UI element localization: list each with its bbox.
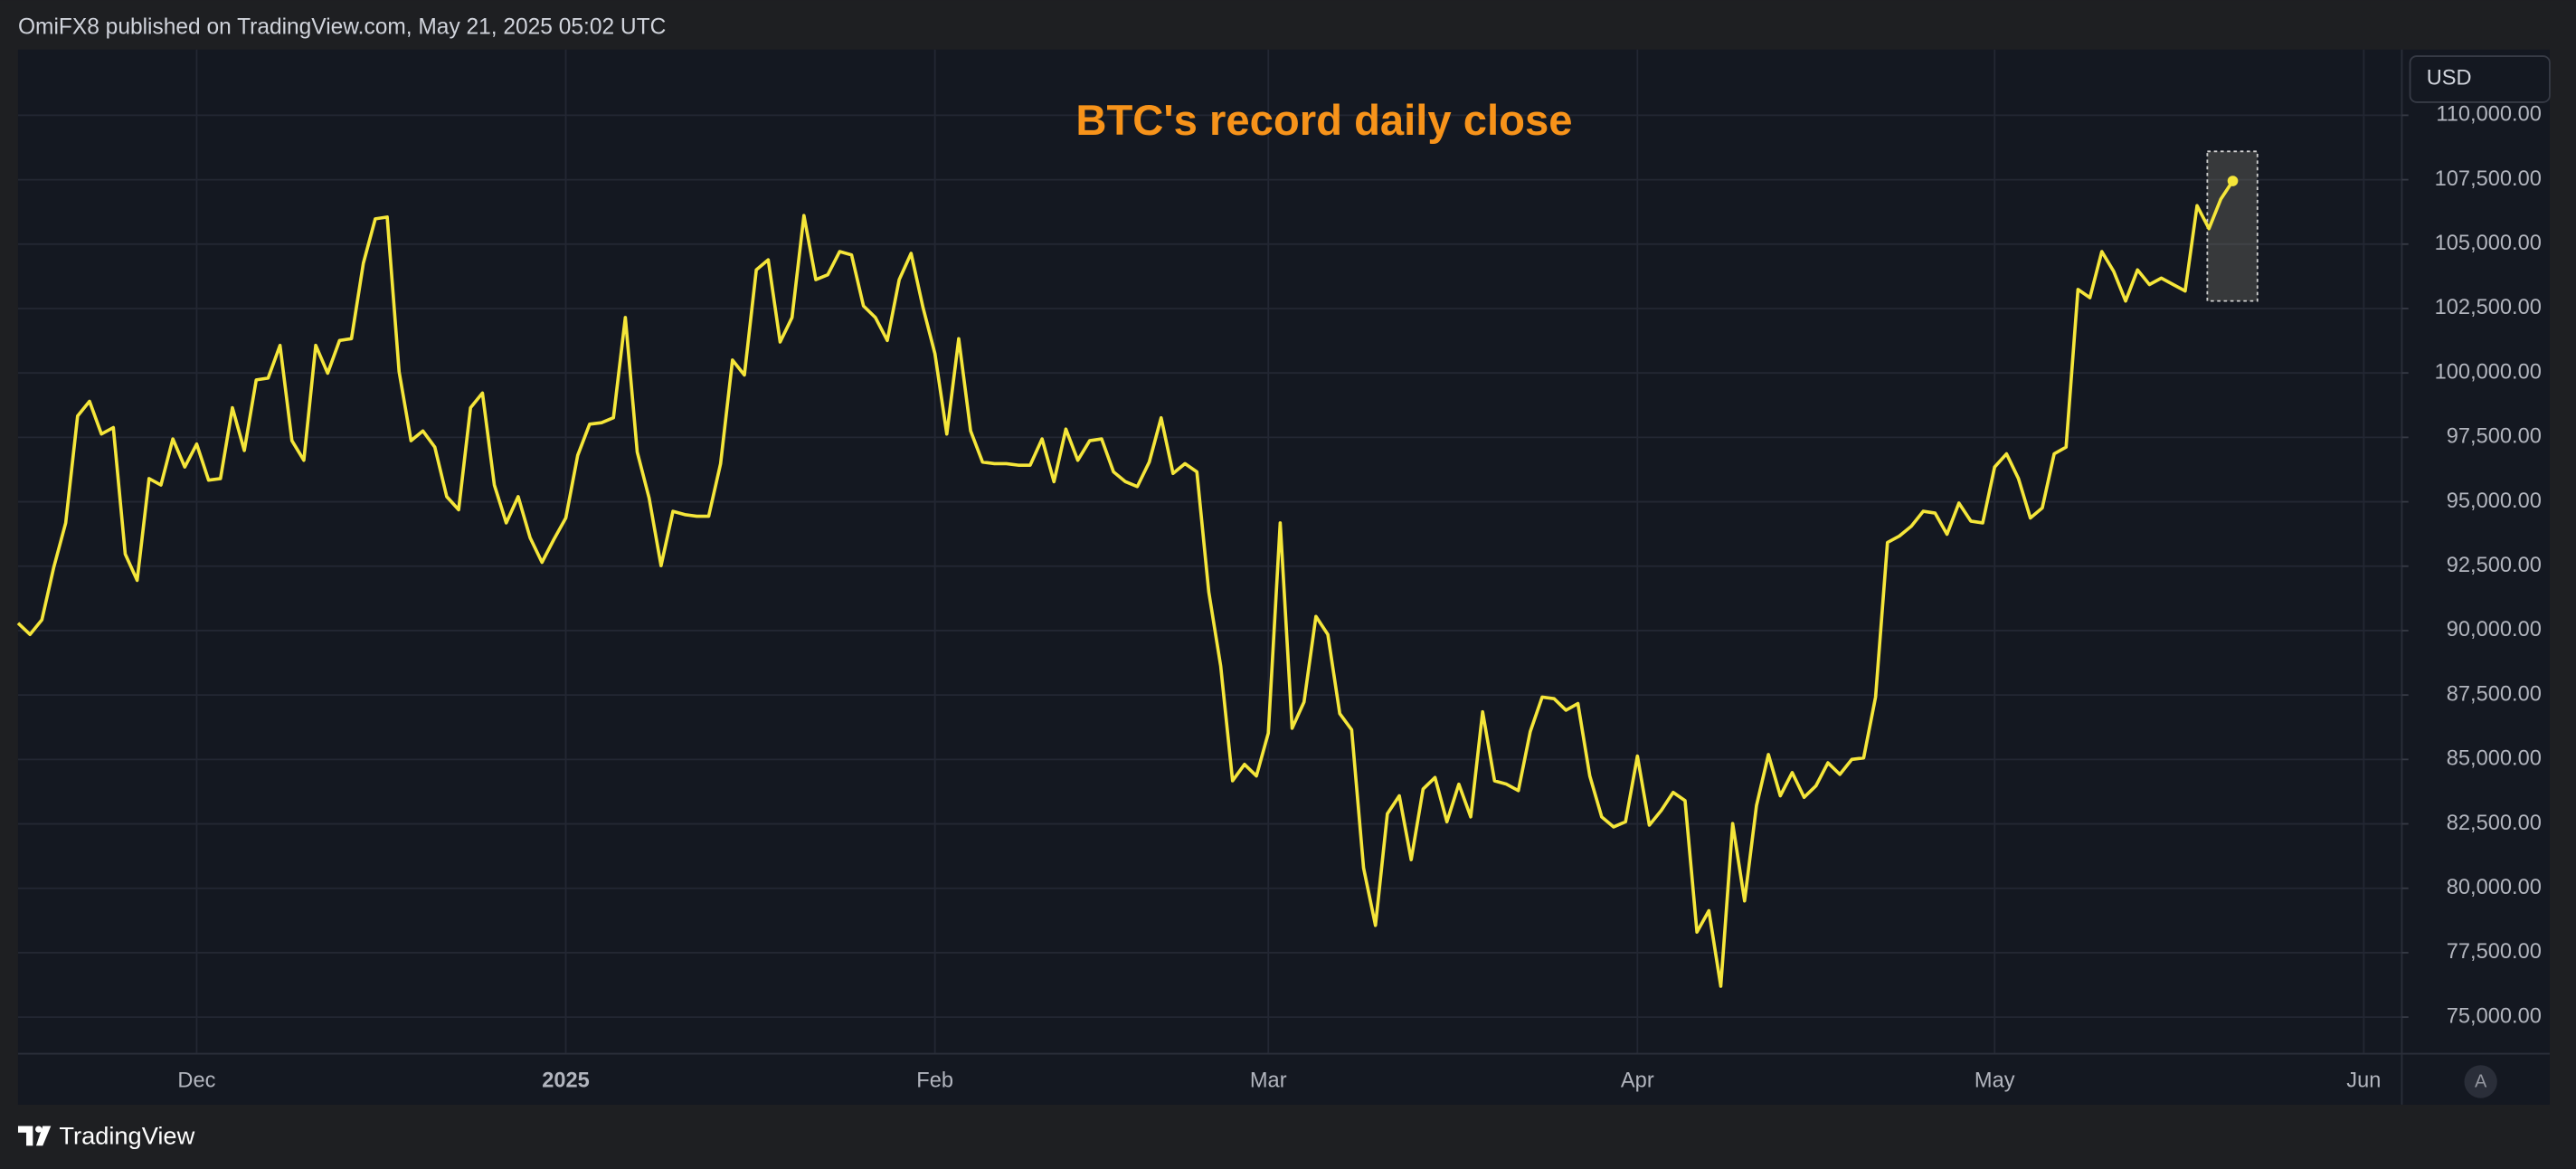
y-tick-label: 97,500.00: [2447, 425, 2542, 449]
axes: 75,000.00 77,500.00 80,000.00 82,500.00 85,0…: [177, 103, 2541, 1093]
x-tick-label: Jun: [2346, 1069, 2381, 1093]
auto-scale-button[interactable]: [2464, 1065, 2497, 1098]
y-tick-label: 80,000.00: [2447, 876, 2542, 899]
x-tick-label: Mar: [1250, 1069, 1287, 1093]
x-tick-label: 2025: [542, 1069, 590, 1093]
y-tick-label: 105,000.00: [2435, 232, 2542, 255]
y-tick-label: 92,500.00: [2447, 554, 2542, 577]
x-tick-label: Dec: [177, 1069, 215, 1093]
y-tick-label: 77,500.00: [2447, 940, 2542, 964]
last-point: [2227, 176, 2239, 186]
brand-name: TradingView: [59, 1121, 194, 1149]
x-tick-label: Apr: [1621, 1069, 1654, 1093]
y-tick-label: 107,500.00: [2435, 167, 2542, 191]
y-tick-label: 100,000.00: [2435, 360, 2542, 384]
x-tick-label: Feb: [916, 1069, 953, 1093]
y-tick-label: 85,000.00: [2447, 747, 2542, 771]
y-tick-label: 95,000.00: [2447, 489, 2542, 513]
y-tick-label: 90,000.00: [2447, 618, 2542, 642]
currency-label[interactable]: USD: [2427, 67, 2472, 90]
currency-button[interactable]: [2409, 55, 2551, 103]
x-tick-label: May: [1975, 1069, 2015, 1093]
price-line: [16, 180, 2235, 988]
y-tick-label: 75,000.00: [2447, 1004, 2542, 1028]
y-tick-label: 110,000.00: [2436, 103, 2541, 127]
brand-logo: [17, 1126, 52, 1146]
y-tick-label: 102,500.00: [2435, 296, 2542, 319]
header: OmiFX8 published on TradingView.com, May…: [18, 15, 666, 40]
y-tick-label: 87,500.00: [2447, 682, 2542, 706]
y-tick-label: 82,500.00: [2447, 812, 2542, 835]
plot: [16, 150, 2259, 988]
highlight-box: [2206, 150, 2259, 302]
grid: [17, 49, 2402, 1054]
auto-scale-label[interactable]: A: [2475, 1072, 2487, 1092]
chart-title: BTC's record daily close: [1075, 97, 1572, 145]
